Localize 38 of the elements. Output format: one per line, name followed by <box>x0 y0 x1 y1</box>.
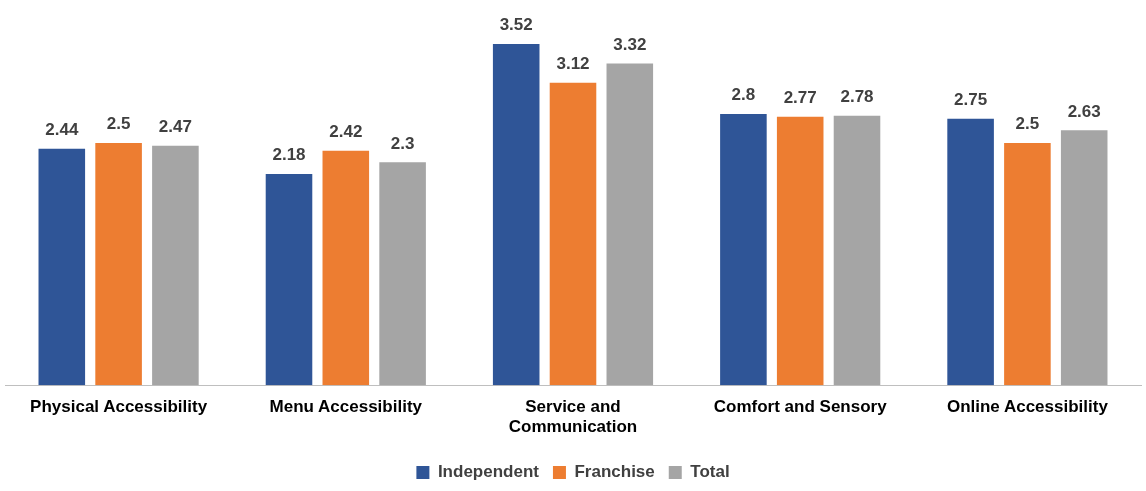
bar <box>606 63 654 386</box>
x-tick-label: Service and Communication <box>508 397 638 437</box>
data-label: 2.78 <box>840 87 874 106</box>
bar <box>1004 142 1051 386</box>
data-label: 2.44 <box>45 119 79 139</box>
bar <box>549 82 597 386</box>
bar <box>379 162 426 386</box>
data-label: 2.8 <box>731 85 756 105</box>
bar <box>947 118 994 386</box>
x-tick-label: Menu Accessibility <box>269 397 423 417</box>
data-label: 2.3 <box>390 133 415 153</box>
bar <box>1060 130 1108 386</box>
bar <box>95 142 142 386</box>
legend-label: Total <box>690 462 730 482</box>
x-tick-label: Comfort and Sensory <box>713 397 888 417</box>
x-tick-label: Physical Accessibility <box>30 397 208 417</box>
data-label: 2.77 <box>783 87 817 107</box>
data-label: 2.47 <box>158 117 192 137</box>
legend-label: Franchise <box>574 462 655 482</box>
data-label: 2.5 <box>1015 114 1040 134</box>
bar <box>265 173 313 386</box>
legend-label: Independent <box>437 462 540 482</box>
bar <box>322 150 370 386</box>
data-label: 2.63 <box>1067 101 1101 121</box>
x-tick-label: Online Accessibility <box>946 397 1109 417</box>
data-label: 2.5 <box>106 114 131 134</box>
data-label: 3.32 <box>613 34 647 54</box>
data-label: 2.75 <box>954 89 988 109</box>
data-label: 3.52 <box>499 15 533 35</box>
bar <box>776 116 824 386</box>
bar <box>833 115 881 386</box>
data-label: 2.18 <box>272 145 306 165</box>
bar <box>38 148 86 386</box>
bar <box>720 113 767 386</box>
bar <box>492 44 540 386</box>
data-label: 3.12 <box>556 54 590 74</box>
bar <box>152 145 199 386</box>
data-label: 2.42 <box>329 121 363 141</box>
